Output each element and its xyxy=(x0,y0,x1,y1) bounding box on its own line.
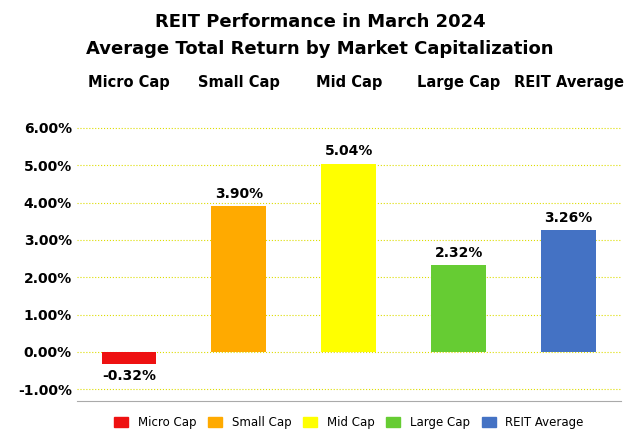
Text: Average Total Return by Market Capitalization: Average Total Return by Market Capitaliz… xyxy=(86,40,554,58)
Bar xyxy=(321,164,376,352)
Text: REIT Average: REIT Average xyxy=(513,76,623,90)
Text: 2.32%: 2.32% xyxy=(435,246,483,260)
Legend: Micro Cap, Small Cap, Mid Cap, Large Cap, REIT Average: Micro Cap, Small Cap, Mid Cap, Large Cap… xyxy=(109,412,588,434)
Text: Large Cap: Large Cap xyxy=(417,76,500,90)
Text: 3.26%: 3.26% xyxy=(545,210,593,225)
Bar xyxy=(541,230,596,352)
Bar xyxy=(211,206,266,352)
Text: Mid Cap: Mid Cap xyxy=(316,76,382,90)
Text: Small Cap: Small Cap xyxy=(198,76,280,90)
Text: 5.04%: 5.04% xyxy=(324,144,373,158)
Text: REIT Performance in March 2024: REIT Performance in March 2024 xyxy=(155,13,485,31)
Bar xyxy=(102,352,156,364)
Bar xyxy=(431,265,486,352)
Text: Micro Cap: Micro Cap xyxy=(88,76,170,90)
Text: 3.90%: 3.90% xyxy=(215,186,263,201)
Text: -0.32%: -0.32% xyxy=(102,369,156,384)
